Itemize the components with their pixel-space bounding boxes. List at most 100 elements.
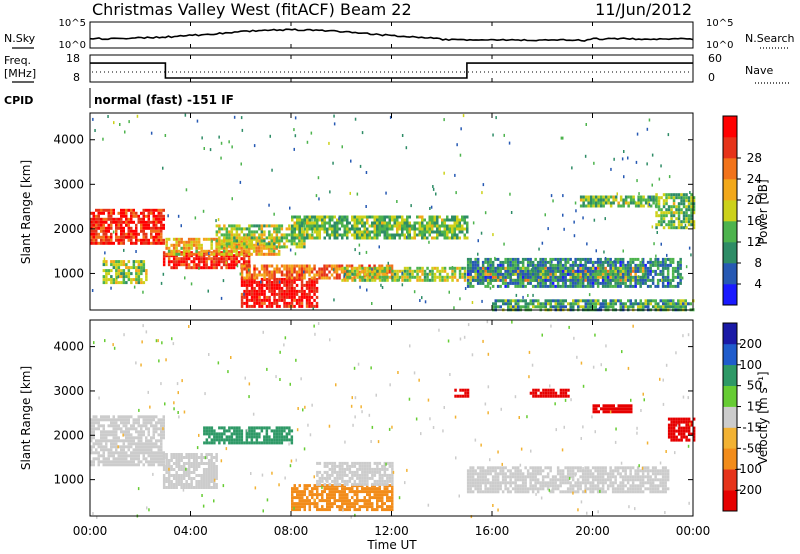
power-cell xyxy=(592,204,595,208)
velocity-cell xyxy=(92,451,95,455)
power-cell xyxy=(601,263,605,267)
velocity-cell xyxy=(170,486,173,489)
power-cell xyxy=(205,237,208,241)
power-cell xyxy=(130,235,133,239)
power-cell xyxy=(529,275,532,279)
power-cell xyxy=(242,254,246,258)
velocity-cell xyxy=(212,465,216,468)
velocity-cell xyxy=(142,418,145,422)
power-cell xyxy=(634,272,637,276)
velocity-cell xyxy=(333,467,337,471)
power-cell xyxy=(617,299,620,303)
power-cell xyxy=(655,193,658,197)
power-cell xyxy=(223,227,226,231)
power-cell xyxy=(110,238,113,242)
power-cell xyxy=(667,208,671,212)
power-cell xyxy=(424,300,427,304)
power-cell xyxy=(611,272,615,276)
velocity-cell xyxy=(283,429,286,433)
power-cell xyxy=(665,193,668,197)
power-cell xyxy=(162,254,166,258)
velocity-cell xyxy=(318,499,321,503)
power-cell xyxy=(581,284,585,288)
power-cell xyxy=(132,214,135,218)
power-cell xyxy=(240,280,244,284)
power-cell xyxy=(92,117,94,121)
power-cell xyxy=(411,224,414,228)
velocity-cell xyxy=(338,464,342,468)
power-cell xyxy=(308,289,311,293)
velocity-cell xyxy=(112,430,115,434)
power-cell xyxy=(308,233,311,237)
velocity-cell xyxy=(160,463,163,467)
power-cell xyxy=(128,120,130,124)
power-cell xyxy=(368,233,371,237)
power-cell xyxy=(526,278,530,282)
velocity-cell xyxy=(172,468,176,471)
power-cell xyxy=(644,302,647,306)
power-cell xyxy=(313,227,316,231)
power-cell xyxy=(421,227,424,231)
velocity-cell xyxy=(140,448,143,452)
power-cell xyxy=(280,245,284,249)
power-cell xyxy=(120,214,123,218)
power-cell xyxy=(602,201,605,205)
power-cell xyxy=(656,272,660,276)
power-cell xyxy=(416,266,419,270)
velocity-cell xyxy=(185,480,188,483)
power-cell xyxy=(539,272,542,276)
power-cell xyxy=(619,284,622,288)
power-cell xyxy=(519,281,522,285)
velocity-cell xyxy=(351,487,354,491)
power-cell xyxy=(534,257,537,261)
power-cell xyxy=(559,272,562,276)
velocity-cell xyxy=(110,454,113,458)
power-cell xyxy=(689,302,692,306)
power-cell xyxy=(308,280,311,284)
power-cell xyxy=(381,269,384,273)
power-cell xyxy=(92,241,95,245)
power-cell xyxy=(235,243,238,247)
velocity-cell xyxy=(122,448,125,452)
power-cell xyxy=(220,227,224,231)
power-cell xyxy=(250,224,254,228)
power-cell xyxy=(584,266,587,270)
velocity-cell xyxy=(147,421,150,425)
power-cell xyxy=(517,299,520,303)
power-cell xyxy=(288,267,291,271)
velocity-cell xyxy=(265,441,269,445)
power-cell xyxy=(239,180,242,184)
power-cell xyxy=(574,260,577,264)
power-cell xyxy=(381,286,384,289)
power-cell xyxy=(486,272,490,276)
velocity-cell xyxy=(238,441,241,445)
power-cell xyxy=(504,260,507,264)
power-cell xyxy=(406,215,409,219)
power-cell xyxy=(484,211,487,215)
power-cell xyxy=(155,208,158,212)
power-cell xyxy=(684,305,687,309)
power-cell xyxy=(385,264,389,268)
power-cell xyxy=(591,284,595,288)
power-cell xyxy=(140,272,143,276)
power-cell xyxy=(544,257,547,261)
power-cell xyxy=(313,273,316,277)
power-cell xyxy=(315,273,319,277)
power-cell xyxy=(253,230,256,234)
power-cell xyxy=(388,275,392,279)
velocity-cell xyxy=(160,460,163,464)
power-cell xyxy=(288,286,291,290)
velocity-cell xyxy=(208,426,211,430)
power-cell xyxy=(466,215,469,219)
power-cell xyxy=(351,278,354,282)
power-cell xyxy=(258,289,261,293)
power-cell xyxy=(373,230,376,234)
power-cell xyxy=(217,249,221,253)
y-tick-label: 2000 xyxy=(53,222,84,236)
power-cell xyxy=(366,288,368,292)
power-cell xyxy=(631,284,635,288)
power-cell xyxy=(140,229,143,233)
velocity-cell xyxy=(268,438,271,442)
velocity-cell xyxy=(162,477,166,480)
velocity-cell xyxy=(255,438,259,442)
